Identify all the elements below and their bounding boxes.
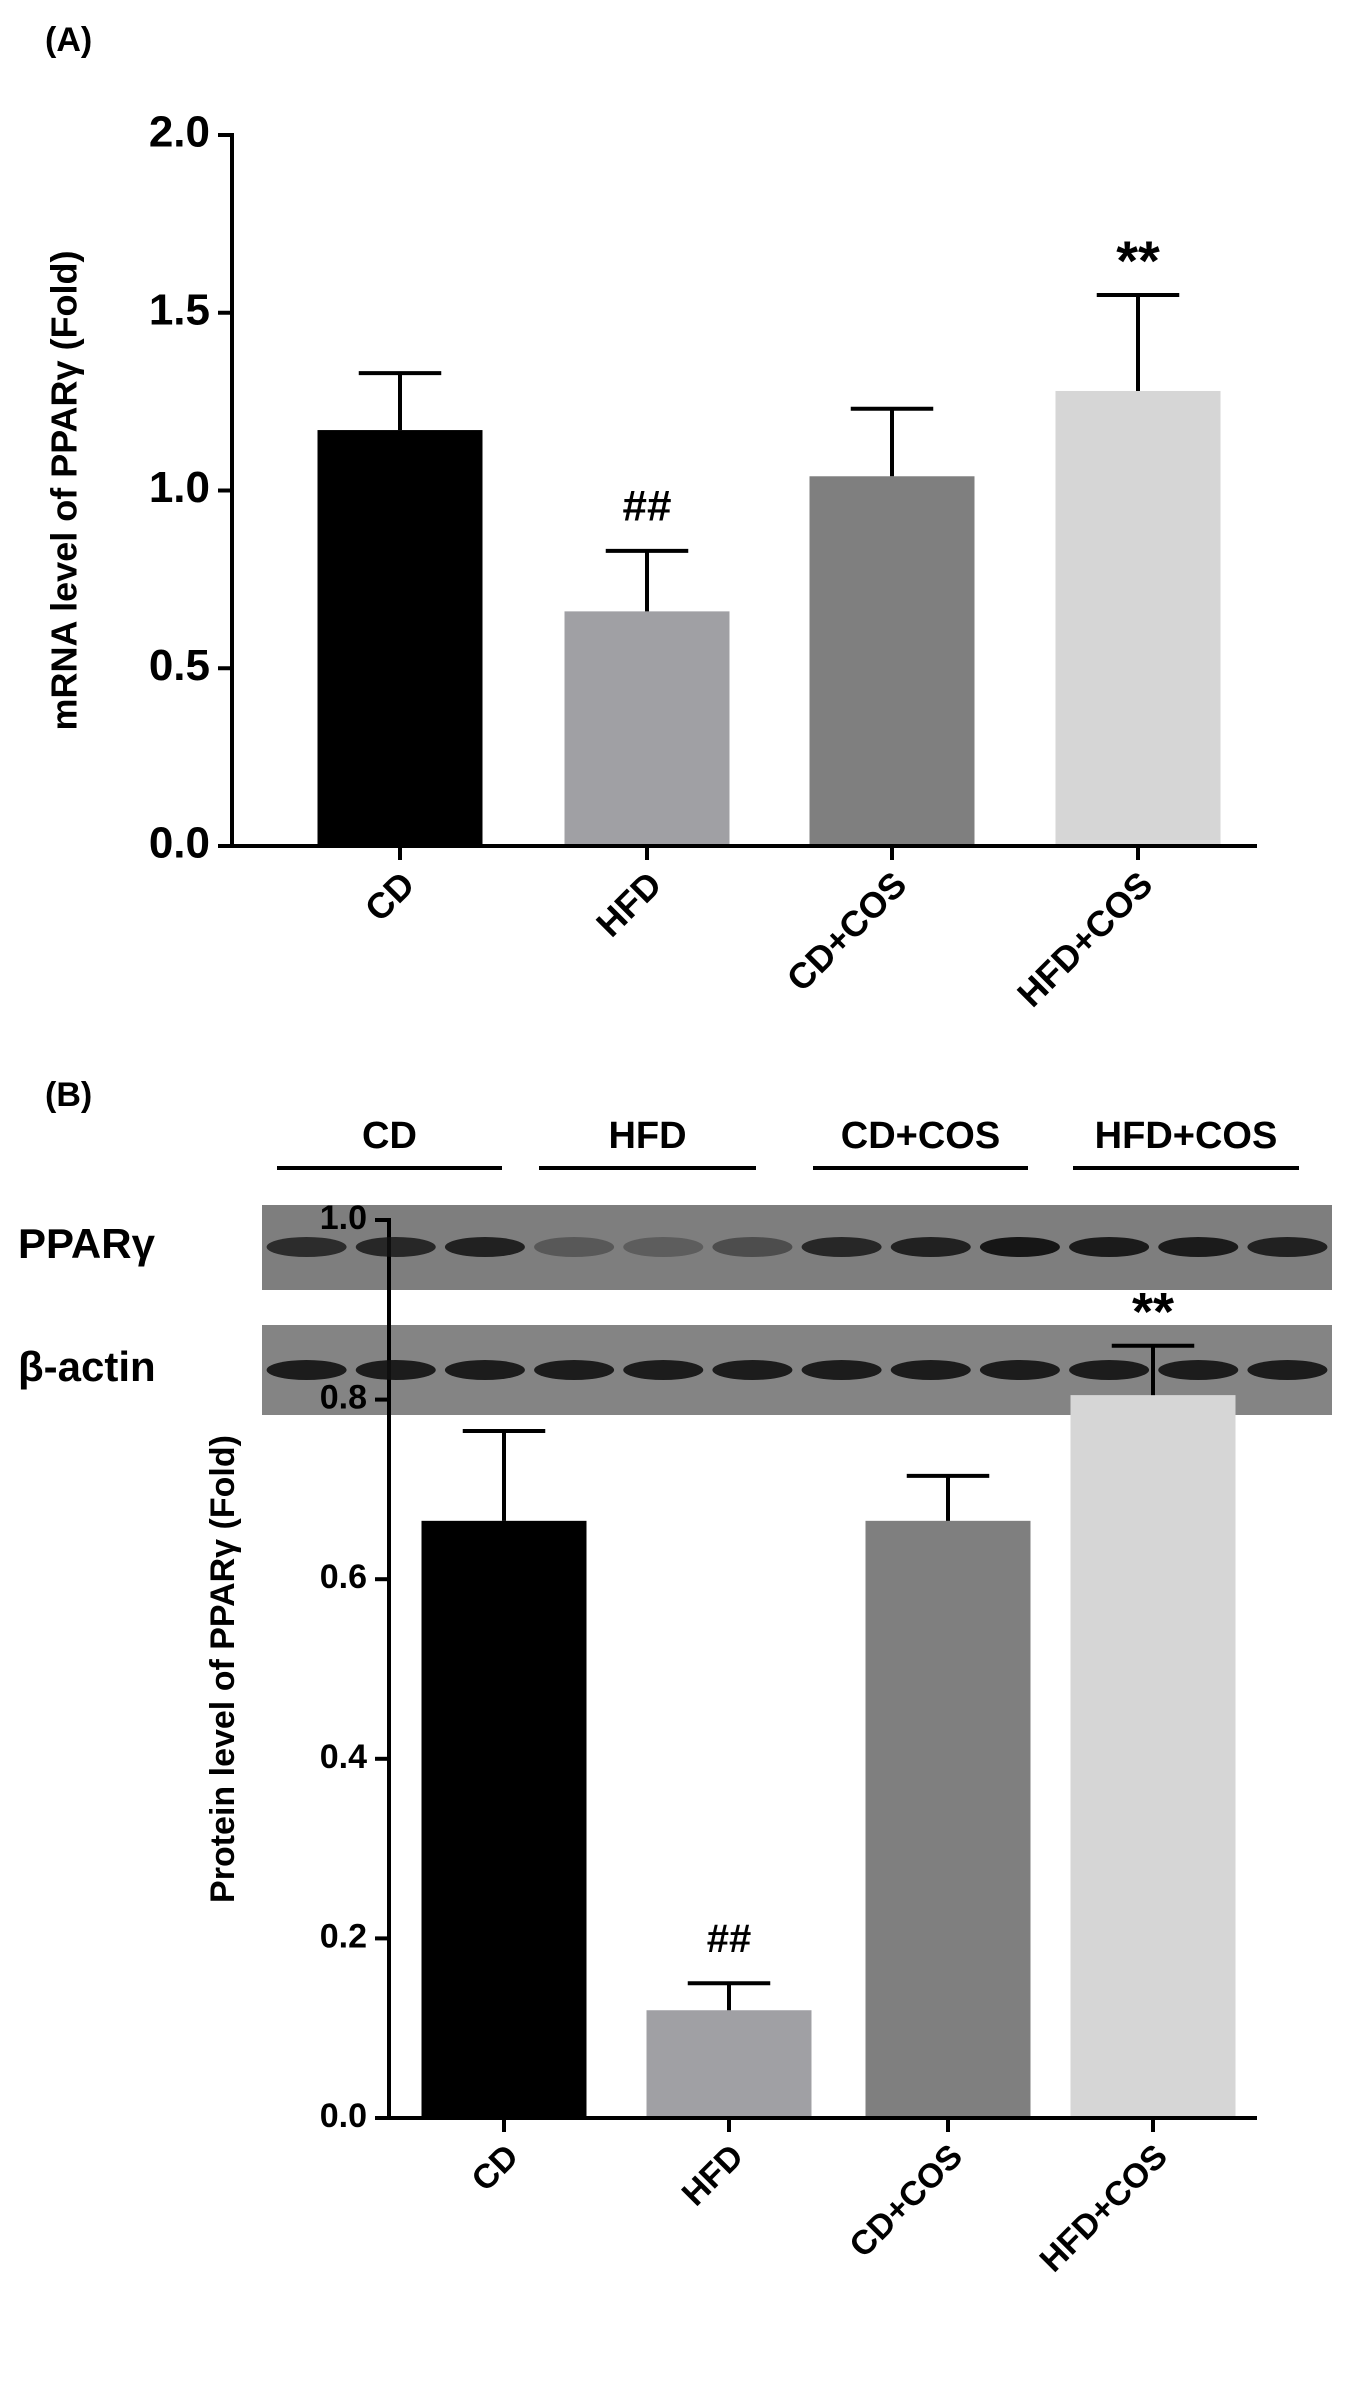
bar xyxy=(865,1520,1031,2118)
error-bar xyxy=(1111,1343,1195,1396)
y-tick-label: 2.0 xyxy=(149,108,210,157)
blot-band xyxy=(623,1237,704,1257)
y-tick-label: 1.5 xyxy=(149,285,210,334)
axes xyxy=(230,133,1257,848)
blot-band xyxy=(266,1360,347,1380)
blot-band xyxy=(355,1237,436,1257)
blot-row-label: β-actin xyxy=(18,1343,156,1390)
blot-row-label: PPARγ xyxy=(18,1220,156,1267)
x-tick-label: HFD+COS xyxy=(1033,2137,1175,2279)
blot-band xyxy=(712,1360,793,1380)
y-axis-title: mRNA level of PPARγ (Fold) xyxy=(44,250,85,730)
y-tick-label: 0.2 xyxy=(320,1917,367,1955)
blot-band xyxy=(712,1237,793,1257)
bar xyxy=(809,476,975,846)
y-tick-label: 0.0 xyxy=(149,819,210,868)
panel-label: (A) xyxy=(45,21,92,59)
y-tick-label: 0.6 xyxy=(320,1558,367,1596)
blot-band xyxy=(1069,1237,1150,1257)
error-bar xyxy=(850,406,934,477)
x-tick-label: CD xyxy=(464,2137,526,2199)
blot-band xyxy=(1069,1360,1150,1380)
y-tick-label: 0.0 xyxy=(320,2097,367,2135)
x-tick-label: HFD xyxy=(588,863,669,944)
blot-band xyxy=(444,1360,525,1380)
blot-band xyxy=(1158,1237,1239,1257)
significance-label: ** xyxy=(1116,229,1160,292)
error-bar xyxy=(1096,292,1180,391)
blot-band xyxy=(801,1237,882,1257)
significance-label: ## xyxy=(707,1917,752,1961)
blot-band xyxy=(623,1360,704,1380)
blot-band xyxy=(534,1360,615,1380)
bar xyxy=(317,430,483,846)
blot-group-label: HFD xyxy=(608,1115,686,1157)
x-tick-label: HFD xyxy=(675,2137,751,2213)
blot-group-label: CD+COS xyxy=(841,1115,1000,1157)
blot-band xyxy=(890,1237,971,1257)
x-tick-label: CD xyxy=(357,863,423,929)
x-tick-label: CD+COS xyxy=(779,863,915,999)
blot-band xyxy=(979,1237,1060,1257)
y-tick-label: 1.0 xyxy=(149,463,210,512)
panel-label: (B) xyxy=(45,1076,92,1114)
axes xyxy=(387,1218,1257,2120)
significance-label: ## xyxy=(623,482,672,531)
bar xyxy=(1070,1395,1236,2118)
blot-band xyxy=(1247,1237,1328,1257)
blot-band xyxy=(890,1360,971,1380)
error-bar xyxy=(906,1473,990,1521)
y-axis-title: Protein level of PPARγ (Fold) xyxy=(204,1435,242,1903)
bar xyxy=(421,1520,587,2118)
bar xyxy=(1055,390,1221,846)
error-bar xyxy=(358,371,442,431)
blot-strip xyxy=(262,1205,1332,1290)
significance-label: ** xyxy=(1132,1282,1174,1342)
y-tick-label: 0.5 xyxy=(149,641,210,690)
bar xyxy=(564,611,730,846)
x-tick-label: CD+COS xyxy=(842,2137,970,2265)
blot-group-label: CD xyxy=(362,1115,417,1157)
blot-band xyxy=(266,1237,347,1257)
y-tick-label: 1.0 xyxy=(320,1199,367,1237)
blot-band xyxy=(444,1237,525,1257)
y-tick-label: 0.4 xyxy=(320,1738,367,1776)
y-tick-label: 0.8 xyxy=(320,1379,367,1417)
error-bar xyxy=(605,548,689,612)
blot-group-label: HFD+COS xyxy=(1095,1115,1278,1157)
blot-band xyxy=(1247,1360,1328,1380)
blot-band xyxy=(355,1360,436,1380)
blot-band xyxy=(801,1360,882,1380)
blot-band xyxy=(1158,1360,1239,1380)
error-bar xyxy=(687,1981,771,2011)
x-tick-label: HFD+COS xyxy=(1009,863,1160,1014)
bar xyxy=(646,2010,812,2118)
blot-band xyxy=(534,1237,615,1257)
error-bar xyxy=(462,1429,546,1521)
blot-band xyxy=(979,1360,1060,1380)
